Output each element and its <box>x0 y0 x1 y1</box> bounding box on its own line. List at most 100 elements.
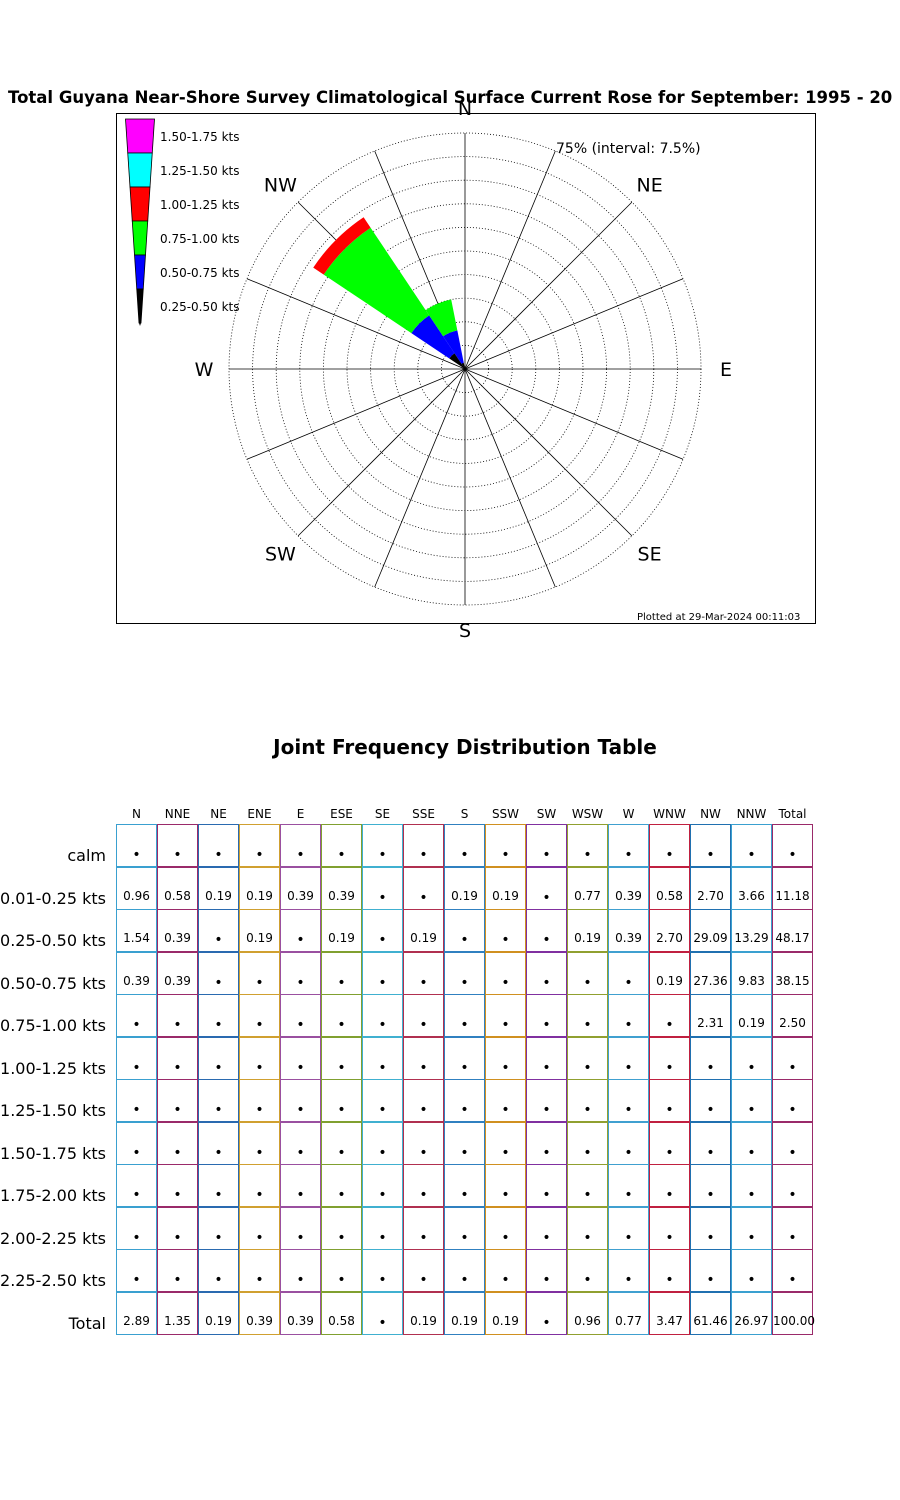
cell-value: • <box>501 1272 510 1288</box>
cell-value: • <box>747 1187 756 1203</box>
table-cell: • <box>567 1036 608 1080</box>
cell-value: • <box>460 974 469 991</box>
cell-value: • <box>173 1102 182 1118</box>
table-cell: 27.36 <box>690 951 731 995</box>
table-cell: • <box>280 1206 321 1250</box>
table-cell: 2.70 <box>649 909 690 952</box>
table-cell: • <box>690 1036 731 1080</box>
cell-value: • <box>501 1059 510 1076</box>
petal-nnw-bin-1 <box>443 330 464 364</box>
table-cell: • <box>526 951 567 995</box>
cell-value: • <box>460 1017 469 1033</box>
cell-value: • <box>542 1059 551 1076</box>
table-cell: 0.19 <box>444 1291 485 1335</box>
cell-value: • <box>132 847 141 863</box>
cell-value: • <box>583 1102 592 1118</box>
col-header-nne: NNE <box>164 807 191 821</box>
table-cell: • <box>485 1121 526 1165</box>
cell-value: 2.50 <box>779 1016 806 1030</box>
petal-nw-bin-1 <box>411 315 455 359</box>
table-cell: • <box>772 1036 813 1080</box>
cell-value: • <box>419 1272 428 1288</box>
cell-value: • <box>624 1059 633 1076</box>
table-cell: 1.35 <box>157 1291 198 1335</box>
table-cell: • <box>116 1036 157 1080</box>
table-cell: • <box>649 1079 690 1122</box>
table-cell: 100.00 <box>772 1291 815 1335</box>
table-cell: • <box>116 1079 157 1122</box>
cell-value: • <box>583 1229 592 1246</box>
cell-value: • <box>501 1017 510 1033</box>
table-cell: • <box>444 1206 485 1250</box>
cell-value: • <box>378 1229 387 1246</box>
cell-value: 61.46 <box>693 1313 728 1328</box>
table-cell: • <box>526 1291 567 1335</box>
table-cell: • <box>485 1206 526 1250</box>
cell-value: • <box>419 1229 428 1246</box>
table-cell: 26.97 <box>731 1291 772 1335</box>
rose-title: Total Guyana Near-Shore Survey Climatolo… <box>8 88 893 107</box>
table-cell: • <box>321 1079 362 1122</box>
cell-value: • <box>296 1059 305 1076</box>
cell-value: • <box>460 932 469 948</box>
table-cell: • <box>239 1206 280 1250</box>
table-cell: • <box>608 951 649 995</box>
table-cell: • <box>239 1121 280 1165</box>
row-label-1: 0.01-0.25 kts <box>0 888 106 908</box>
cell-value: • <box>665 1187 674 1203</box>
spoke-13 <box>246 278 466 370</box>
cell-value: 0.39 <box>164 931 191 945</box>
col-header-ese: ESE <box>330 807 353 821</box>
table-cell: • <box>403 1249 444 1292</box>
cell-value: 0.19 <box>492 1313 519 1328</box>
cell-value: 3.47 <box>656 1313 683 1328</box>
cell-value: • <box>501 932 510 948</box>
table-cell: 0.96 <box>567 1291 608 1335</box>
cell-value: • <box>419 1017 428 1033</box>
ring-interval-label: 75% (interval: 7.5%) <box>556 141 701 157</box>
cell-value: • <box>542 847 551 863</box>
cell-value: • <box>173 1059 182 1076</box>
table-cell: • <box>239 1036 280 1080</box>
direction-label-sw: SW <box>265 544 296 566</box>
table-cell: 11.18 <box>772 866 813 910</box>
table-cell: • <box>280 909 321 952</box>
table-cell: 0.19 <box>567 909 608 952</box>
cell-value: • <box>665 1229 674 1246</box>
legend-label-0: 1.50-1.75 kts <box>160 130 240 144</box>
cell-value: • <box>214 932 223 948</box>
cell-value: 0.19 <box>574 931 601 945</box>
table-cell: • <box>444 909 485 952</box>
cell-value: • <box>624 847 633 863</box>
table-cell: • <box>608 1036 649 1080</box>
table-cell: • <box>485 951 526 995</box>
cell-value: 0.39 <box>328 888 355 903</box>
cell-value: 0.39 <box>615 888 642 903</box>
table-cell: • <box>690 1079 731 1122</box>
cell-value: • <box>460 1272 469 1288</box>
cell-value: 26.97 <box>734 1313 769 1328</box>
spoke-10 <box>297 368 466 537</box>
cell-value: • <box>337 1059 346 1076</box>
table-cell: • <box>280 824 321 867</box>
table-cell: • <box>198 1121 239 1165</box>
spoke-2 <box>464 201 633 370</box>
table-cell: • <box>444 1121 485 1165</box>
cell-value: • <box>665 1102 674 1118</box>
row-label-2: 0.25-0.50 kts <box>0 931 106 950</box>
table-cell: • <box>526 994 567 1037</box>
cell-value: • <box>132 1144 141 1161</box>
cell-value: • <box>501 1187 510 1203</box>
table-cell: • <box>526 1121 567 1165</box>
table-cell: • <box>444 1079 485 1122</box>
table-cell: • <box>772 1249 813 1292</box>
cell-value: • <box>460 1144 469 1161</box>
cell-value: 0.19 <box>738 1016 765 1030</box>
cell-value: • <box>624 1229 633 1246</box>
cell-value: • <box>378 974 387 991</box>
table-cell: • <box>649 1164 690 1207</box>
table-cell: • <box>362 1249 403 1292</box>
spoke-5 <box>464 368 684 460</box>
current-rose-chart: N NE E SE S SW W NW 1.50-1.75 kts 1.25-1.50 kts 1.… <box>116 98 816 642</box>
table-cell: • <box>403 1164 444 1207</box>
